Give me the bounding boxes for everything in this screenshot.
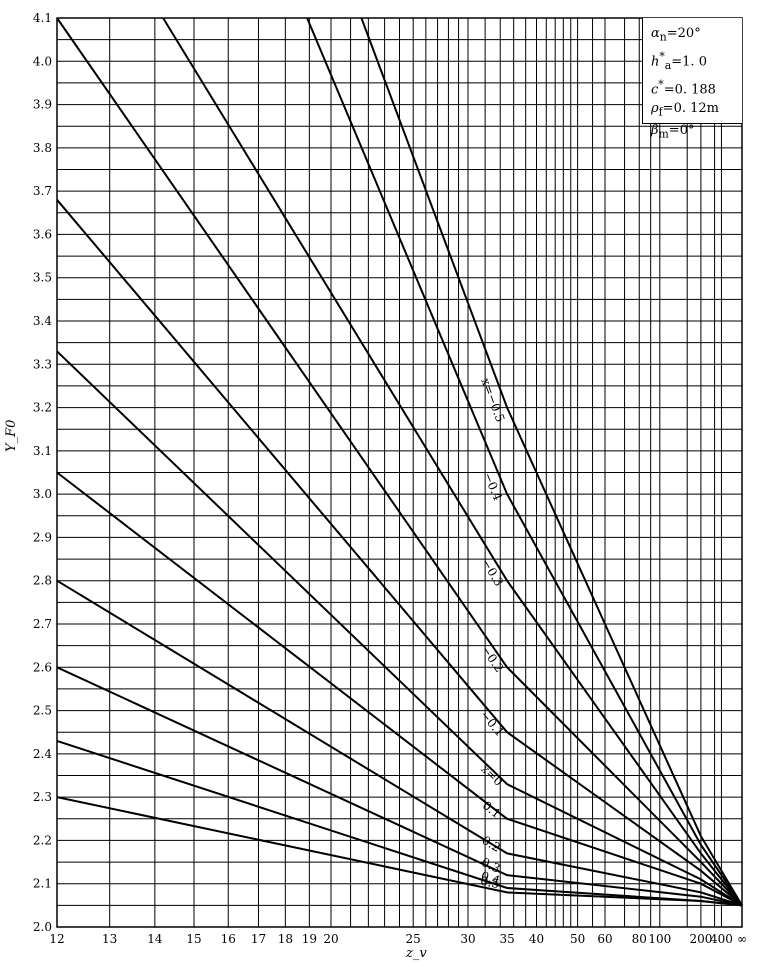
tick-labels: 12 13 14 15 16 17 18 19 20 25 30 35 40 50 60 80 100 20040… <box>33 11 747 946</box>
x-tick-label: 200 <box>689 932 712 946</box>
x-tick-label: 60 <box>597 932 612 946</box>
series-line <box>162 17 743 907</box>
x-tick-label: 15 <box>186 932 201 946</box>
x-tick-label: 35 <box>500 932 515 946</box>
y-tick-label: 3.0 <box>33 487 52 501</box>
series-label: 0.5 <box>479 874 501 892</box>
x-tick-label: 20 <box>323 932 338 946</box>
y-tick-label: 2.4 <box>33 747 52 761</box>
series-line <box>56 350 743 907</box>
y-tick-label: 3.4 <box>33 314 52 328</box>
x-axis-label: z_v <box>406 946 427 961</box>
y-tick-label: 2.6 <box>33 660 52 674</box>
series-label: x=−0.5 <box>478 376 507 424</box>
x-tick-label: 16 <box>221 932 236 946</box>
y-tick-label: 2.8 <box>33 574 52 588</box>
parameter-box: αn=20° h*a=1. 0 c*=0. 188 ρf=0. 12m βm=0… <box>642 18 742 141</box>
series-line <box>56 199 743 907</box>
y-tick-label: 3.2 <box>33 401 52 415</box>
x-tick-label: 17 <box>251 932 266 946</box>
param-h: h*a=1. 0 <box>651 49 707 72</box>
x-tick-label: 80 <box>632 932 647 946</box>
y-tick-label: 3.9 <box>33 98 52 112</box>
series-label: −0.1 <box>477 708 507 739</box>
x-tick-label: 25 <box>406 932 421 946</box>
grid <box>56 17 742 928</box>
series-line <box>56 666 743 907</box>
param-alpha: αn=20° <box>651 26 701 44</box>
y-tick-label: 4.0 <box>33 54 52 68</box>
y-tick-label: 2.2 <box>33 833 52 847</box>
x-tick-label: 100 <box>648 932 671 946</box>
y-tick-label: 2.3 <box>33 790 52 804</box>
x-tick-label: ∞ <box>737 932 747 946</box>
plot-frame <box>56 17 743 928</box>
y-tick-label: 2.5 <box>33 704 52 718</box>
x-tick-label: 19 <box>302 932 317 946</box>
series-line <box>56 579 743 907</box>
series-label: x=0 <box>478 762 505 789</box>
x-tick-label: 14 <box>147 932 163 946</box>
series-label: −0.4 <box>481 470 505 503</box>
y-tick-label: 2.9 <box>33 530 52 544</box>
x-tick-label: 50 <box>570 932 585 946</box>
series-line <box>56 17 743 907</box>
x-tick-label: 30 <box>460 932 475 946</box>
y-tick-label: 3.1 <box>33 444 52 458</box>
x-tick-label: 40 <box>529 932 544 946</box>
y-axis-label: Y_F0 <box>4 419 19 452</box>
series-line <box>306 17 743 906</box>
series-lines <box>56 17 743 907</box>
y-tick-label: 2.0 <box>33 920 52 934</box>
series-line <box>56 796 743 907</box>
y-tick-label: 2.7 <box>33 617 52 631</box>
y-tick-label: 3.5 <box>33 271 52 285</box>
y-tick-label: 3.3 <box>33 357 52 371</box>
y-tick-label: 2.1 <box>33 877 52 891</box>
y-tick-label: 3.7 <box>33 184 52 198</box>
y-tick-label: 4.1 <box>33 11 52 25</box>
series-line <box>56 471 743 907</box>
x-tick-label: 18 <box>278 932 293 946</box>
x-tick-label: 13 <box>102 932 117 946</box>
param-beta: βm=0° <box>651 123 695 142</box>
series-labels: x=−0.5−0.4−0.3−0.2−0.1x=00.10.20.30.40.5 <box>477 376 507 891</box>
x-tick-label: 12 <box>49 932 64 946</box>
series-label: 0.4 <box>479 869 502 888</box>
y-tick-label: 3.8 <box>33 141 52 155</box>
series-line <box>360 17 743 906</box>
y-tick-label: 3.6 <box>33 227 52 241</box>
param-rho: ρf=0. 12m <box>651 100 719 119</box>
series-label: 0.2 <box>479 833 503 855</box>
x-tick-label: 400 <box>710 932 733 946</box>
param-c: c*=0. 188 <box>651 77 716 97</box>
